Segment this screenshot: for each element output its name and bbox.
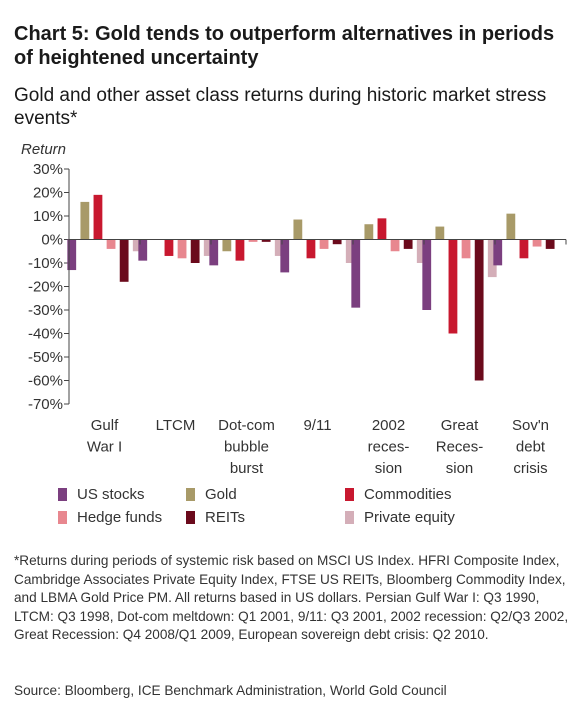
bar: [519, 239, 529, 259]
legend-item: US stocks: [58, 486, 145, 503]
bar: [106, 239, 116, 249]
bar: [235, 239, 245, 261]
y-tick-label: -50%: [28, 349, 63, 366]
bar: [487, 239, 497, 278]
y-tick-label: -60%: [28, 373, 63, 390]
legend-label: Gold: [205, 486, 237, 503]
legend-label: Commodities: [364, 486, 452, 503]
bar: [119, 239, 129, 282]
footnote: *Returns during periods of systemic risk…: [14, 553, 569, 642]
bar: [545, 239, 555, 249]
legend-swatch: [186, 511, 195, 524]
legend-swatch: [345, 488, 354, 501]
y-tick-label: 0%: [41, 232, 63, 249]
bar: [132, 239, 142, 252]
bar: [532, 239, 542, 247]
bar: [390, 239, 400, 252]
y-tick-label: -30%: [28, 302, 63, 319]
bar: [80, 201, 90, 240]
bar: [93, 194, 103, 240]
legend-swatch: [58, 511, 67, 524]
bar: [319, 239, 329, 249]
bar: [248, 239, 258, 242]
bar: [332, 239, 342, 245]
legend-item: Gold: [186, 486, 237, 503]
bar-series: [67, 194, 568, 381]
bar: [422, 239, 432, 310]
bar: [448, 239, 458, 334]
y-tick-label: 30%: [33, 161, 63, 178]
category-label: 9/11: [303, 417, 331, 434]
y-tick-label: -20%: [28, 279, 63, 296]
legend-label: Private equity: [364, 509, 455, 526]
bar: [274, 239, 284, 256]
category-label: Sov'n debt crisis: [512, 417, 549, 477]
category-label: 2002 reces-sion: [368, 417, 410, 477]
bar: [403, 239, 413, 249]
y-tick-label: -70%: [28, 396, 63, 413]
y-tick-label: 20%: [33, 185, 63, 202]
bar: [261, 239, 271, 242]
y-tick-label: -40%: [28, 326, 63, 343]
bar: [177, 239, 187, 259]
category-label: Dot-com bubble burst: [218, 417, 275, 477]
category-label: LTCM: [156, 417, 196, 434]
bar: [416, 239, 426, 263]
bar: [364, 224, 374, 240]
y-tick-label: -10%: [28, 255, 63, 272]
bar: [280, 239, 290, 273]
bar: [435, 226, 445, 240]
y-axis-label: Return: [21, 141, 66, 158]
bar: [351, 239, 361, 308]
bar: [209, 239, 219, 266]
category-label: Great Reces-sion: [436, 417, 484, 477]
legend-item: Commodities: [345, 486, 452, 503]
legend-swatch: [58, 488, 67, 501]
category-label: Gulf War I: [87, 417, 122, 456]
legend-label: REITs: [205, 509, 246, 526]
bar: [493, 239, 503, 266]
chart-title: Chart 5: Gold tends to outperform altern…: [14, 23, 555, 69]
y-tick-label: 10%: [33, 208, 63, 225]
legend-label: Hedge funds: [77, 509, 163, 526]
bar-chart: Return 30% 20% 10% 0% -10% -20% -30% -40% -50% -6…: [21, 141, 568, 477]
legend-item: REITs: [186, 509, 245, 526]
bar: [474, 239, 484, 381]
legend-swatch: [186, 488, 195, 501]
category-labels: Gulf War I LTCM Dot-com bubble burst 9/11 2002 r…: [87, 417, 549, 477]
bar: [306, 239, 316, 259]
bar: [293, 219, 303, 240]
bar: [377, 218, 387, 240]
bar: [222, 239, 232, 252]
bar: [461, 239, 471, 259]
y-axis-ticks: 30% 20% 10% 0% -10% -20% -30% -40% -50% -60% -70%: [28, 161, 69, 413]
bar: [345, 239, 355, 263]
bar: [138, 239, 148, 261]
bar: [190, 239, 200, 263]
legend-label: US stocks: [77, 486, 145, 503]
source-note: Source: Bloomberg, ICE Benchmark Adminis…: [14, 683, 447, 698]
legend-item: Hedge funds: [58, 509, 162, 526]
legend-swatch: [345, 511, 354, 524]
axes: [68, 169, 567, 404]
bar: [506, 213, 516, 240]
chart-subtitle: Gold and other asset class returns durin…: [14, 85, 547, 129]
bar: [203, 239, 213, 256]
bar: [67, 239, 77, 271]
legend-item: Private equity: [345, 509, 455, 526]
bar: [164, 239, 174, 256]
